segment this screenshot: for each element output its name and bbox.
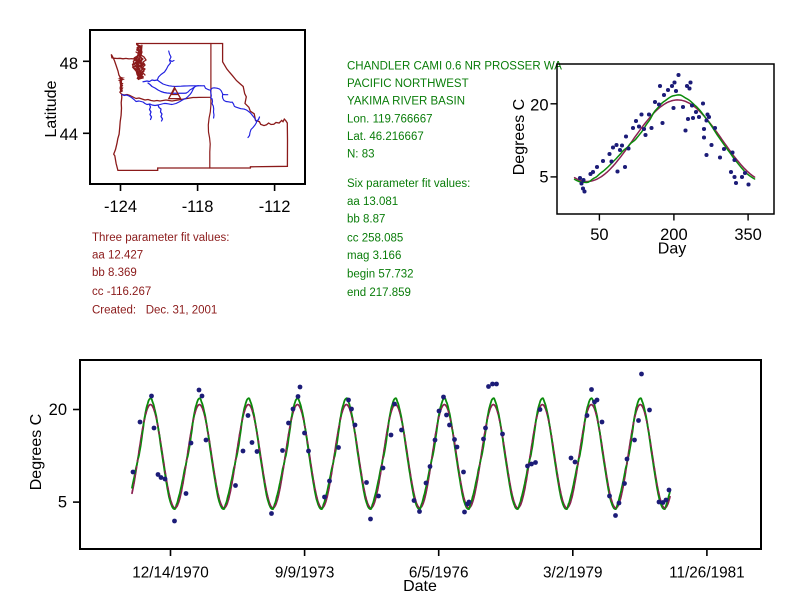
svg-text:Date: Date	[403, 578, 437, 595]
svg-text:5: 5	[58, 494, 67, 512]
svg-text:Created: Dec. 31, 2001: Created: Dec. 31, 2001	[92, 305, 217, 317]
svg-text:aa 12.427: aa 12.427	[92, 249, 143, 261]
svg-text:350: 350	[734, 226, 762, 244]
svg-text:-112: -112	[259, 198, 291, 216]
svg-text:begin 57.732: begin 57.732	[347, 269, 414, 281]
svg-text:bb 8.87: bb 8.87	[347, 214, 385, 226]
svg-text:Degrees C: Degrees C	[511, 99, 528, 175]
svg-text:9/9/1973: 9/9/1973	[275, 565, 335, 582]
svg-text:end 217.859: end 217.859	[347, 287, 411, 299]
svg-text:12/14/1970: 12/14/1970	[132, 565, 209, 582]
svg-text:Degrees C: Degrees C	[28, 414, 45, 490]
svg-text:3/2/1979: 3/2/1979	[543, 565, 603, 582]
svg-text:-118: -118	[182, 198, 214, 216]
svg-text:bb 8.369: bb 8.369	[92, 267, 137, 279]
svg-text:200: 200	[660, 226, 688, 244]
svg-text:N: 83: N: 83	[347, 149, 375, 161]
svg-text:50: 50	[590, 226, 608, 244]
svg-text:PACIFIC NORTHWEST: PACIFIC NORTHWEST	[347, 78, 469, 90]
svg-text:Lon. 119.766667: Lon. 119.766667	[347, 113, 432, 125]
svg-text:Three parameter fit values:: Three parameter fit values:	[92, 232, 229, 244]
svg-text:YAKIMA RIVER BASIN: YAKIMA RIVER BASIN	[347, 96, 465, 108]
svg-text:6/5/1976: 6/5/1976	[409, 565, 469, 582]
svg-text:cc -116.267: cc -116.267	[92, 286, 151, 298]
svg-text:Latitude: Latitude	[43, 80, 60, 137]
svg-text:48: 48	[60, 55, 78, 73]
svg-text:-124: -124	[104, 198, 137, 216]
svg-text:Lat. 46.216667: Lat. 46.216667	[347, 131, 424, 143]
svg-text:11/26/1981: 11/26/1981	[669, 565, 744, 582]
svg-text:20: 20	[49, 401, 67, 419]
svg-text:Day: Day	[658, 241, 686, 258]
svg-text:44: 44	[60, 126, 78, 144]
svg-text:cc 258.085: cc 258.085	[347, 233, 403, 245]
svg-text:Six parameter fit values:: Six parameter fit values:	[347, 178, 470, 190]
svg-text:mag 3.166: mag 3.166	[347, 250, 401, 262]
svg-text:5: 5	[539, 169, 548, 187]
svg-text:aa 13.081: aa 13.081	[347, 196, 398, 208]
svg-text:20: 20	[530, 97, 548, 115]
svg-text:CHANDLER CAMI 0.6 NR PROSSER W: CHANDLER CAMI 0.6 NR PROSSER WA	[347, 60, 562, 72]
